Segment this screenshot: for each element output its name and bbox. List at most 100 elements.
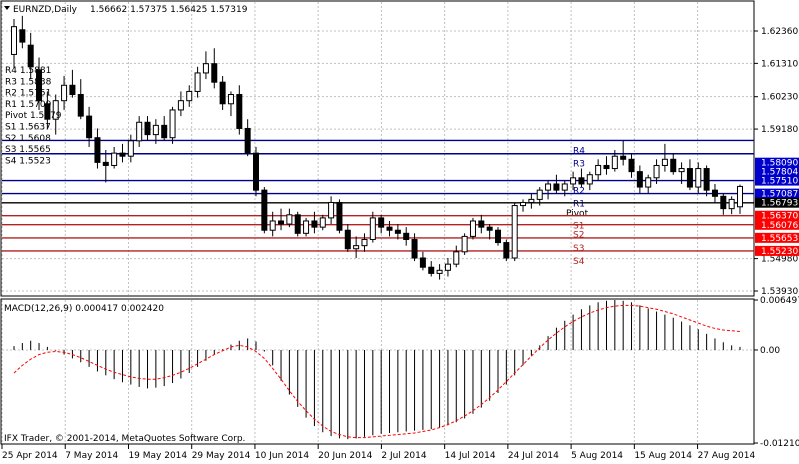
candle-body	[653, 164, 660, 179]
candle-body	[520, 201, 527, 207]
pivot-panel-row: S4 1.5523	[5, 156, 51, 166]
candle-body	[336, 201, 343, 231]
candle-body	[361, 238, 368, 247]
axis-price-label: 1.56076	[761, 221, 798, 231]
candle-body	[311, 220, 318, 228]
macd-title: MACD(12,26,9) 0.000417 0.002420	[4, 304, 164, 314]
candle-body	[36, 69, 43, 102]
candle-body	[503, 242, 510, 259]
candle-body	[353, 245, 360, 250]
candle-body	[469, 220, 476, 237]
candle-body	[127, 140, 134, 157]
candle-body	[511, 205, 518, 259]
candle-body	[227, 94, 234, 105]
candle-body	[628, 158, 635, 173]
price-tick-label: 1.54980	[761, 255, 798, 265]
level-tag-s2: S2	[573, 231, 584, 241]
candle-body	[553, 183, 560, 191]
candle-body	[595, 164, 602, 176]
level-tag-s4: S4	[573, 257, 585, 267]
candle-body	[620, 155, 627, 160]
price-tick-label: 1.61310	[761, 59, 798, 69]
time-tick-label: 5 Aug 2014	[571, 451, 623, 461]
macd-indicator	[2, 300, 754, 440]
candle-body	[27, 44, 34, 68]
price-tick-label: 1.59180	[761, 125, 798, 135]
time-tick-label: 27 Aug 2014	[698, 451, 756, 461]
candle-body	[670, 158, 677, 173]
level-tag-pivot: Pivot	[566, 209, 589, 219]
level-tag-r4: R4	[573, 146, 585, 156]
price-axis[interactable]: 1.62360 1.61310 1.60230 1.59180 1.54980 1.539…	[754, 27, 798, 297]
candle-body	[61, 84, 68, 102]
candle-body	[177, 100, 184, 111]
symbol-header[interactable]: EURNZD,Daily 1.56662 1.57375 1.56425 1.5…	[4, 5, 248, 15]
candle-body	[319, 217, 326, 228]
level-tag-r3: R3	[573, 160, 585, 170]
candle-body	[269, 220, 276, 231]
macd-tick-label: -0.012104	[760, 439, 799, 449]
candle-body	[102, 161, 109, 166]
candle-body	[578, 177, 585, 185]
axis-price-label-box	[755, 219, 799, 230]
candle-body	[378, 217, 385, 228]
pivot-panel-row: R3 1.5838	[5, 77, 52, 87]
price-tick-label: 1.53930	[761, 287, 798, 297]
pivot-panel-row: R2 1.5751	[5, 89, 51, 99]
candle-body	[636, 171, 643, 188]
time-axis[interactable]: 25 Apr 2014 7 May 2014 19 May 2014 29 May 2…	[1, 444, 756, 461]
candle-body	[545, 183, 552, 191]
candle-body	[611, 155, 618, 170]
axis-price-label-box	[755, 245, 799, 256]
pivot-panel-row: Pivot 1.5679	[5, 111, 62, 121]
candle-body	[261, 189, 268, 231]
time-tick-label: 19 May 2014	[128, 451, 187, 461]
time-tick-label: 20 Jun 2014	[318, 451, 372, 461]
candle-body	[169, 109, 176, 139]
time-tick-label: 14 Jul 2014	[445, 451, 496, 461]
axis-price-label: 1.57804	[761, 168, 798, 178]
pivot-panel-row: R1 1.5709	[5, 100, 52, 110]
candle-body	[661, 158, 668, 166]
time-tick-label: 10 Jun 2014	[255, 451, 309, 461]
macd-signal-line	[13, 304, 741, 439]
candle-body	[10, 26, 18, 55]
macd-tick-label: 0.006497	[760, 296, 799, 306]
candle-body	[219, 81, 226, 105]
candle-body	[486, 226, 493, 231]
candle-body	[211, 63, 218, 83]
axis-price-label-box	[755, 175, 799, 186]
candle-body	[411, 238, 418, 259]
candle-body	[119, 152, 126, 157]
time-tick-label: 15 Aug 2014	[634, 451, 692, 461]
grid	[1, 2, 754, 443]
candle-body	[369, 217, 376, 240]
level-tag-r2: R2	[573, 187, 585, 197]
time-tick-label: 29 May 2014	[192, 451, 251, 461]
axis-price-label: 1.56793	[761, 199, 798, 209]
macd-axis[interactable]: 0.006497 0.00 -0.012104	[754, 296, 799, 449]
pivot-panel-row: S1 1.5637	[5, 123, 51, 133]
candle-body	[152, 124, 159, 136]
candle-body	[711, 189, 718, 197]
candle-body	[69, 84, 76, 96]
candle-body	[436, 269, 443, 274]
candle-body	[394, 229, 401, 234]
candle-body	[161, 124, 168, 139]
candle-body	[603, 164, 610, 170]
ohlc-values: 1.56662 1.57375 1.56425 1.57319	[90, 5, 248, 15]
candle-body	[44, 103, 51, 120]
axis-price-label: 1.57087	[761, 190, 798, 200]
candle-body	[186, 90, 193, 102]
candles	[10, 15, 744, 280]
candle-body	[77, 94, 84, 117]
time-tick-label: 7 May 2014	[65, 451, 118, 461]
dropdown-triangle-icon[interactable]	[4, 6, 10, 10]
macd-tick-label: 0.00	[760, 346, 780, 356]
axis-price-label-box	[755, 188, 799, 199]
axis-price-label-box	[755, 166, 799, 177]
